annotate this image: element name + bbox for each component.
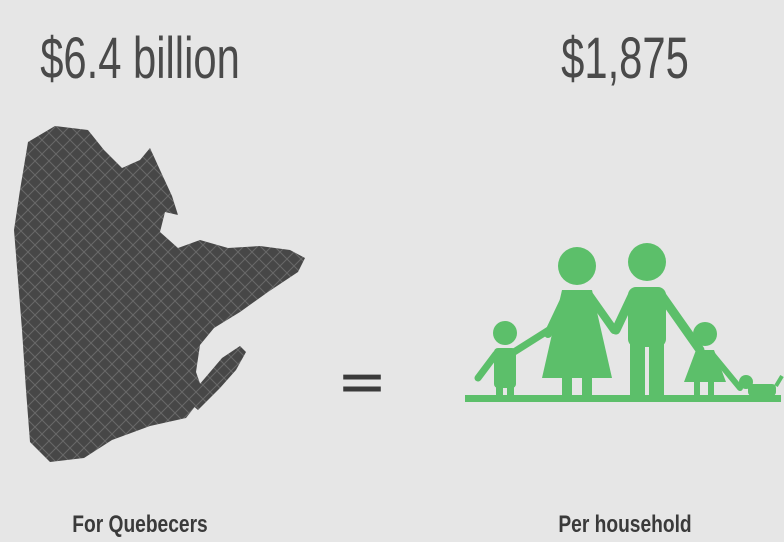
left-caption: For Quebecers — [72, 510, 207, 538]
equals-sign: = — [337, 347, 387, 417]
right-caption: Per household — [558, 510, 691, 538]
right-amount: $1,875 — [561, 25, 689, 90]
family-icon — [465, 243, 784, 402]
quebec-map — [14, 126, 305, 462]
left-amount: $6.4 billion — [40, 25, 240, 90]
